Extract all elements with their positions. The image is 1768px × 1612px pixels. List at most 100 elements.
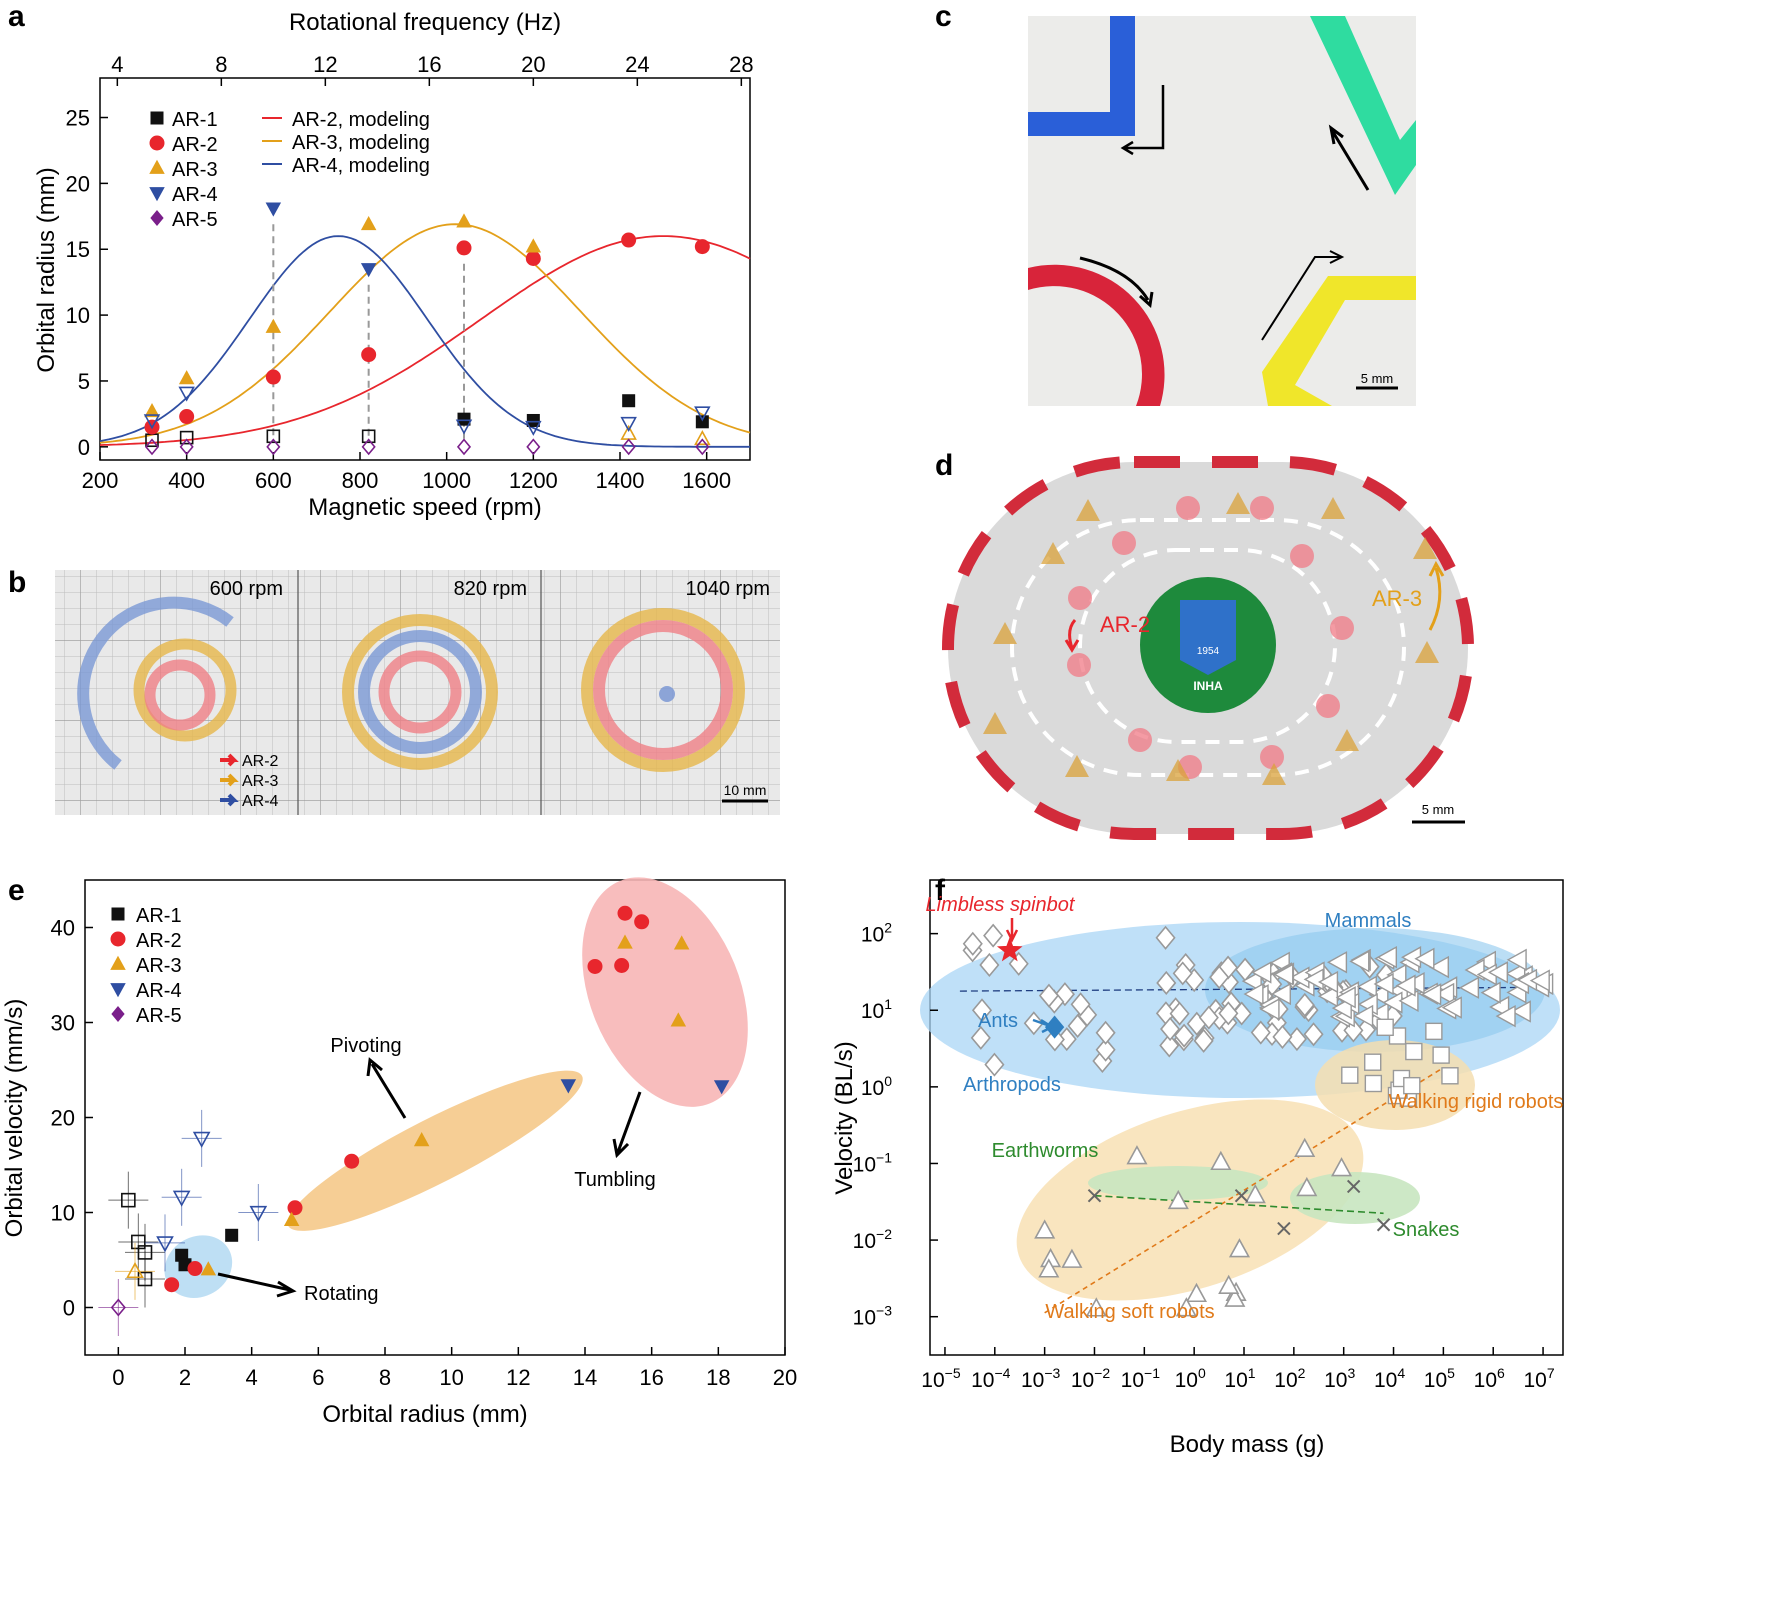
chart-f-point-mammal [1270, 982, 1291, 1006]
image-c: 5 mm [1028, 16, 1416, 406]
chart-f-point-worm-snake [1376, 1218, 1391, 1232]
image-c-arrow-3 [1079, 256, 1154, 308]
chart-a-frame [99, 77, 751, 461]
image-d-ar2-marker [1330, 616, 1354, 640]
chart-f-point-rigid-robot [1425, 1022, 1443, 1041]
chart-f-point-mammal [1368, 1002, 1389, 1025]
chart-f-point-mammal [1529, 969, 1550, 992]
chart-f-point-mammal [1398, 989, 1419, 1012]
chart-a-legend-label: AR-4, modeling [292, 155, 430, 177]
chart-f-point-mammal [1335, 986, 1356, 1009]
image-b-ar4-spot [659, 686, 675, 702]
chart-f-point-rigid-robot [1403, 1076, 1421, 1095]
image-d-ar2-marker [1067, 653, 1091, 677]
chart-a-point-open [143, 414, 161, 430]
chart-a-legend-marker [150, 210, 164, 226]
chart-f-label-earthworms: Earthworms [992, 1140, 1099, 1162]
image-d-ar3-marker [1262, 763, 1286, 785]
image-d-ar2-marker [1128, 728, 1152, 752]
chart-a-x-label: Magnetic speed (rpm) [308, 494, 541, 521]
chart-a-x-tick-label: 400 [168, 468, 205, 493]
chart-f-point-mammal [1480, 981, 1501, 1004]
chart-f-point-rigid-robot [1341, 1066, 1359, 1084]
chart-f-point-arthropod [1174, 1023, 1195, 1048]
chart-f-point-arthropod [1160, 1017, 1181, 1042]
chart-e-point [617, 905, 633, 921]
chart-f-point-arthropod [1209, 965, 1230, 990]
chart-e-legend-marker [110, 931, 126, 947]
image-b-label-820: 820 rpm [454, 578, 527, 600]
chart-f-point-arthropod [1095, 1020, 1116, 1045]
chart-f-y-tick-label: 10−1 [853, 1149, 893, 1176]
chart-a-point [457, 412, 471, 426]
image-b-legend: AR-2 AR-3 AR-4 [220, 753, 279, 810]
chart-f-point-mammal [1395, 974, 1416, 997]
chart-a-point [525, 250, 541, 266]
chart-a-x-tick-label: 600 [255, 468, 292, 493]
chart-f-point-soft-robot [1185, 1282, 1208, 1303]
image-b-ar2-path-1 [144, 659, 216, 731]
chart-f-point-arthropod [962, 931, 983, 956]
chart-f-point-soft-robot [1331, 1157, 1353, 1177]
chart-a-point [525, 238, 542, 253]
chart-a-point [265, 318, 282, 333]
chart-e-legend-marker [111, 907, 125, 921]
image-b-ar4-path-1 [77, 596, 234, 770]
chart-f-x-tick-label: 103 [1324, 1365, 1355, 1392]
chart-a-x2-tick-label: 28 [729, 52, 753, 77]
chart-f-point-soft-robot [1294, 1137, 1316, 1157]
chart-f-point-soft-robot [1228, 1238, 1251, 1258]
image-d-ar3-marker [1226, 492, 1250, 514]
chart-f-region-earthworms [1088, 1166, 1268, 1200]
chart-f-point-arthropod [1169, 1001, 1190, 1026]
image-d-logo-shield [1180, 600, 1236, 675]
chart-e-x-tick-label: 18 [706, 1365, 730, 1390]
chart-f-x-tick-label: 104 [1374, 1365, 1405, 1392]
chart-a-model-line [99, 235, 750, 448]
chart-e-y-tick-label: 10 [51, 1201, 75, 1226]
chart-a-point [178, 370, 195, 385]
chart-a-y-tick-label: 25 [66, 106, 90, 131]
chart-f-point-soft-robot [1085, 1297, 1107, 1317]
chart-a-point-open [144, 438, 160, 456]
chart-f-point-soft-robot [1038, 1258, 1060, 1278]
chart-f-label-spinbot: Limbless spinbot [926, 894, 1076, 916]
panel-letter-d: d [935, 449, 953, 482]
chart-f-x-tick-label: 105 [1424, 1365, 1455, 1392]
chart-e-point-open [121, 1192, 136, 1208]
chart-a-legend-marker [150, 111, 164, 125]
image-d-ar3-arrow [1428, 560, 1445, 631]
image-b-legend-ar3: AR-3 [242, 773, 279, 790]
chart-a-point [621, 232, 637, 248]
chart-e-y-tick-label: 20 [51, 1106, 75, 1131]
chart-a-x2-label: Rotational frequency (Hz) [289, 9, 561, 36]
image-d-ar2-arrow [1064, 618, 1080, 653]
chart-a-y-tick-label: 10 [66, 303, 90, 328]
image-c-red-ring [1028, 264, 1165, 406]
chart-a-point-open [361, 429, 376, 444]
chart-e-point [283, 1211, 300, 1226]
image-b-ar2-path-2 [378, 650, 462, 734]
chart-f-point-mammal [1421, 983, 1442, 1006]
chart-f-point-mammal [1386, 963, 1407, 987]
chart-a-x-tick-label: 200 [82, 468, 119, 493]
chart-a-y-tick-label: 0 [78, 435, 90, 460]
chart-e-point [673, 935, 690, 950]
chart-f-point-rigid-robot [1364, 1053, 1382, 1071]
chart-a-point-open [179, 430, 194, 445]
chart-e-rotating-arrow [217, 1272, 297, 1298]
chart-e-region-pivoting: Pivoting [330, 1035, 401, 1057]
chart-f-point-rigid-robot [1364, 1074, 1383, 1093]
chart-f-point-arthropod [1294, 992, 1315, 1017]
chart-e-point [164, 1277, 180, 1293]
image-b-ar3-path-1 [133, 638, 237, 742]
image-d-inner-lane [1078, 548, 1337, 744]
chart-f-x-tick-label: 102 [1274, 1365, 1305, 1392]
chart-a-point [144, 403, 160, 418]
chart-a-x-tick-label: 800 [342, 468, 379, 493]
chart-a-legend-label: AR-3 [172, 159, 218, 181]
image-d-ar3-marker [1413, 537, 1437, 559]
chart-e-point [713, 1080, 730, 1095]
chart-f-point-arthropod [1155, 925, 1176, 950]
chart-a-y-tick-label: 5 [78, 369, 90, 394]
